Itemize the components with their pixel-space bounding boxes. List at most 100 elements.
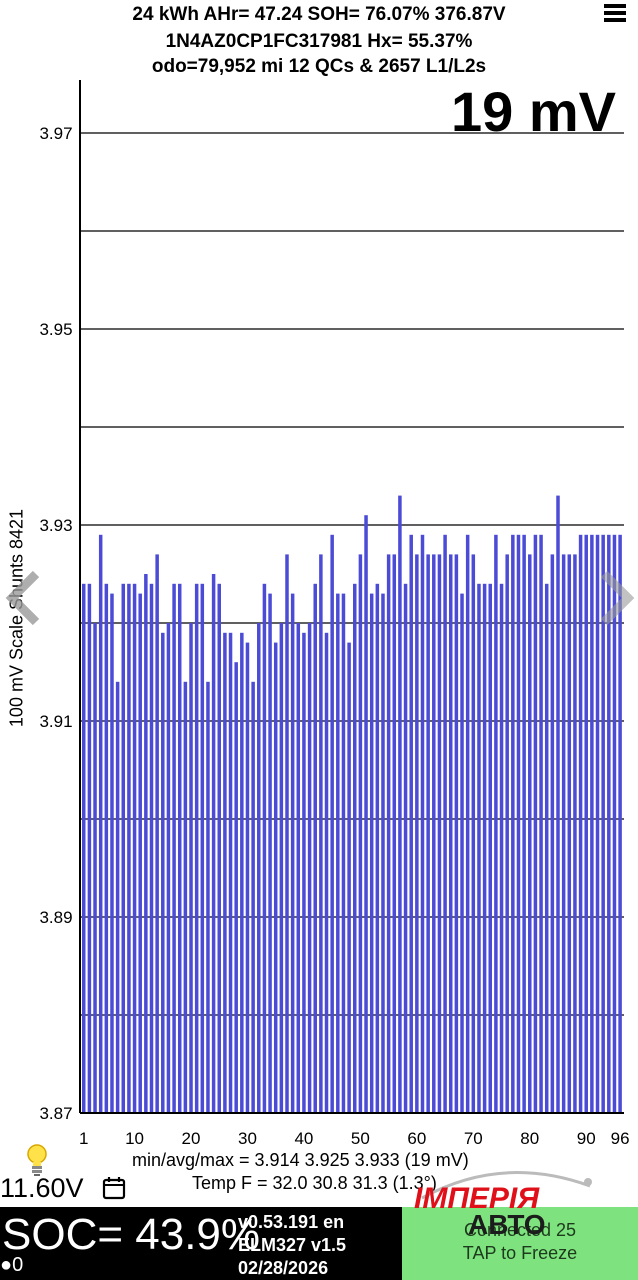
cell-bar: [381, 593, 385, 1113]
cell-bar: [612, 534, 617, 1113]
x-tick-label: 80: [520, 1129, 539, 1148]
cell-bar: [87, 583, 92, 1113]
cell-bar: [251, 681, 255, 1113]
cell-bar: [336, 593, 340, 1113]
cell-bar: [341, 593, 346, 1113]
cell-bar: [556, 495, 560, 1114]
cell-bar: [448, 554, 453, 1113]
cell-bar: [516, 534, 521, 1113]
y-tick-label: 3.97: [39, 124, 72, 143]
cell-bar: [353, 583, 357, 1113]
cell-bar: [138, 593, 142, 1113]
cell-bar: [601, 534, 605, 1113]
cell-bar: [544, 583, 549, 1113]
calendar-icon[interactable]: [102, 1176, 126, 1200]
cell-bar: [330, 534, 334, 1113]
cell-bar: [488, 583, 493, 1113]
cell-bar: [149, 583, 154, 1113]
cell-bar: [194, 583, 199, 1113]
cell-bar: [561, 554, 566, 1113]
cell-bar: [166, 623, 171, 1113]
cell-bar: [539, 534, 543, 1113]
cell-bar: [415, 554, 419, 1113]
connected-label: Connected 25: [463, 1220, 577, 1240]
cell-bar: [443, 534, 447, 1113]
state-of-charge: SOC= 43.9%: [2, 1210, 261, 1259]
lightbulb-icon[interactable]: [26, 1143, 48, 1177]
cell-bar: [296, 623, 301, 1113]
cell-bar: [144, 574, 148, 1113]
cell-bar: [98, 534, 103, 1113]
cell-bar: [465, 534, 470, 1113]
hamburger-menu-icon[interactable]: [604, 4, 626, 24]
cell-bar: [477, 583, 481, 1113]
cell-bar: [398, 495, 402, 1114]
cell-bar: [364, 515, 368, 1113]
cell-bar: [499, 583, 504, 1113]
freeze-label: TAP to Freeze: [462, 1243, 578, 1263]
cell-bar: [573, 554, 577, 1113]
header-line-3: odo=79,952 mi 12 QCs & 2657 L1/L2s: [151, 56, 487, 77]
x-tick-label: 70: [464, 1129, 483, 1148]
cell-voltage-chart[interactable]: 3.97 3.95 3.93 3.91 3.89 3.87 1 10 20 30 40 50 60 70 8…: [0, 80, 638, 1150]
cell-bar: [104, 583, 109, 1113]
y-tick-label: 3.95: [39, 320, 72, 339]
cell-bar: [595, 534, 600, 1113]
cell-bar: [409, 534, 413, 1113]
cell-bar: [426, 554, 430, 1113]
cell-bar: [369, 593, 374, 1113]
cell-bar: [223, 632, 227, 1113]
cell-bar: [155, 554, 159, 1113]
cell-bar: [273, 642, 278, 1113]
cell-bar: [268, 593, 272, 1113]
cell-bar: [324, 632, 329, 1113]
cell-bar: [245, 642, 250, 1113]
current-date: 02/28/2026: [238, 1258, 329, 1278]
cell-bar: [110, 593, 114, 1113]
cell-bar: [307, 623, 312, 1113]
cell-bar: [550, 554, 555, 1113]
version-info: v0.53.191 en ELM327 v1.5 02/28/2026: [238, 1211, 346, 1280]
cell-bar: [482, 583, 487, 1113]
cell-bar: [347, 642, 351, 1113]
chevron-right-icon[interactable]: [596, 568, 636, 628]
x-tick-label: 60: [407, 1129, 426, 1148]
cell-bar: [460, 593, 464, 1113]
temperature-stats: Temp F = 32.0 30.8 31.3 (1.3°): [192, 1173, 437, 1193]
cell-bar: [211, 574, 216, 1113]
cell-bar: [206, 681, 210, 1113]
cell-bar: [578, 534, 583, 1113]
cell-bar: [392, 554, 397, 1113]
x-tick-label: 10: [125, 1129, 144, 1148]
y-tick-label: 3.89: [39, 908, 72, 927]
status-indicator: ●0: [0, 1254, 24, 1276]
connection-status[interactable]: Connected 25 TAP to Freeze: [402, 1219, 638, 1265]
cell-bar: [172, 583, 176, 1113]
app-version: v0.53.191 en: [238, 1212, 345, 1232]
cell-bar: [115, 681, 120, 1113]
cell-bar: [313, 583, 317, 1113]
x-tick-label: 30: [238, 1129, 257, 1148]
cell-bar: [375, 583, 380, 1113]
watermark-line-1: ІМПЕРІЯ: [414, 1182, 540, 1215]
header-line-2: 1N4AZ0CP1FC317981 Hx= 55.37%: [165, 31, 473, 52]
cell-bar: [279, 623, 284, 1113]
x-tick-label: 96: [611, 1129, 630, 1148]
cell-bar: [319, 554, 323, 1113]
x-tick-label: 50: [351, 1129, 370, 1148]
cell-bar: [494, 534, 498, 1113]
header-line-1: 24 kWh AHr= 47.24 SOH= 76.07% 376.87V: [132, 4, 506, 25]
cell-bar: [121, 583, 126, 1113]
cell-bar: [228, 632, 233, 1113]
aux-battery-voltage: 11.60V: [0, 1173, 84, 1203]
cell-bar: [528, 554, 532, 1113]
tap-to-freeze-button[interactable]: [402, 1207, 638, 1280]
x-tick-label: 40: [294, 1129, 313, 1148]
cell-bar: [161, 632, 165, 1113]
cell-bar: [618, 534, 622, 1113]
cell-bar: [403, 583, 408, 1113]
cell-bar: [217, 583, 222, 1113]
chevron-left-icon[interactable]: [4, 568, 44, 628]
cell-bar: [257, 623, 261, 1113]
cell-bar: [358, 554, 363, 1113]
